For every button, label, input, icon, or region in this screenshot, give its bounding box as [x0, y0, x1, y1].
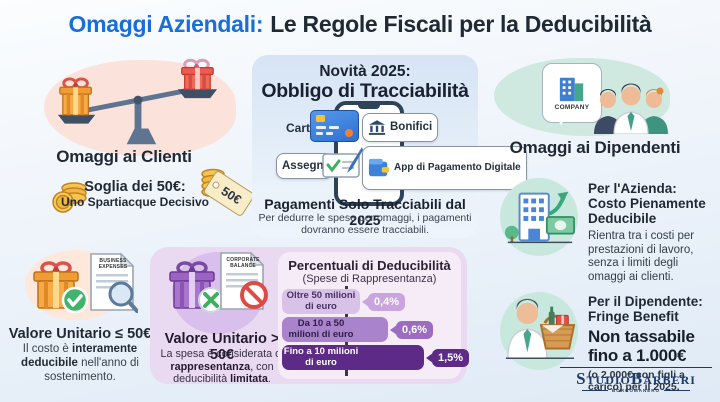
chart-subtitle: (Spese di Rappresentanza) — [302, 273, 437, 285]
under50-body: Il costo è interamente deducibile nell'a… — [21, 343, 139, 383]
over50-body: La spesa è considerata di rappresentanza… — [160, 348, 284, 386]
chart-bar: Oltre 50 milioni di euro — [282, 289, 360, 314]
logo-subtitle-row: BORGOMANERO — [560, 388, 712, 393]
chart-value-badge: 0,6% — [396, 320, 434, 339]
logo-line-right — [664, 390, 690, 391]
azienda-text-block: Per l'Azienda: Costo Pienamente Deducibi… — [588, 181, 716, 285]
chart-value-badge: 1,5% — [432, 348, 470, 367]
dipendente-text-block: Per il Dipendente: Fringe Benefit Non ta… — [588, 294, 720, 394]
logo-name: StudioBarberi — [576, 369, 696, 388]
credit-card-icon — [310, 110, 359, 142]
company-building-icon — [559, 77, 584, 102]
employees-group-icon — [594, 83, 668, 134]
threshold-subtitle: Uno Spartiacque Decisivo — [60, 195, 210, 209]
chart-bar-label: Fino a 10 milioni di euro — [283, 345, 359, 368]
studio-barberi-logo: StudioBarberi BORGOMANERO — [560, 367, 712, 393]
coins-icon — [52, 182, 87, 213]
payments-footer-text: Per dedurre le spese per omaggi, i pagam… — [258, 212, 472, 237]
over50-heading: Valore Unitario > 50€ — [164, 331, 280, 363]
threshold-block: Soglia dei 50€: Uno Spartiacque Decisivo — [60, 179, 210, 209]
chart-bar: Da 10 a 50 milioni di euro — [282, 317, 388, 342]
dipendente-note: (o 2.000€ con figli a carico) per il 202… — [588, 368, 685, 394]
method-bonifici-chip: Bonifici — [362, 113, 439, 142]
method-app-chip: App di Pagamento Digitale — [362, 146, 527, 190]
business-expenses-label: BUSINESS EXPENSES — [98, 258, 128, 271]
under50-heading: Valore Unitario ≤ 50€ — [8, 326, 152, 342]
corporate-balance-document-icon — [220, 251, 268, 310]
novita-title-line1: Novità 2025: — [319, 63, 411, 80]
logo-line-left — [582, 390, 608, 391]
chart-bar-label: Oltre 50 milioni di euro — [286, 289, 356, 312]
dipendente-big-text: Non tassabile fino a 1.000€ — [588, 327, 695, 365]
chart-bar-label: Da 10 a 50 milioni di euro — [288, 317, 354, 340]
chart-title: Percentuali di Deducibilità — [288, 258, 451, 273]
cheque-pen-icon — [322, 147, 363, 178]
company-label: COMPANY — [554, 104, 590, 111]
clients-heading: Omaggi ai Clienti — [56, 147, 192, 166]
method-carte-label: Carte — [286, 121, 317, 135]
page-title: Omaggi Aziendali: Le Regole Fiscali per l… — [0, 11, 720, 38]
gift-over-limit-icon — [169, 261, 224, 313]
corporate-balance-label: CORPORATE BALANCE — [226, 257, 260, 270]
method-bonifici-label: Bonifici — [390, 121, 433, 134]
method-app-label: App di Pagamento Digitale — [394, 161, 521, 173]
company-cost-icon — [504, 191, 575, 244]
balance-scale-gifts-icon — [57, 58, 218, 145]
gift-approved-icon — [33, 261, 88, 314]
azienda-body: Rientra tra i costi per prestazioni di l… — [588, 230, 695, 284]
title-highlight: Omaggi Aziendali: — [68, 11, 264, 37]
chart-bar: Fino a 10 milioni di euro — [282, 345, 424, 370]
threshold-title: Soglia dei 50€: — [84, 179, 186, 195]
price-tag-label: 50€ — [218, 183, 245, 207]
employee-gift-basket-icon — [505, 298, 576, 360]
employees-heading: Omaggi ai Dipendenti — [509, 138, 681, 157]
title-rest: Le Regole Fiscali per la Deducibilità — [270, 11, 652, 37]
dipendente-title: Per il Dipendente: Fringe Benefit — [588, 294, 703, 325]
azienda-title: Per l'Azienda: Costo Pienamente Deducibi… — [588, 181, 706, 227]
method-assegni-label: Assegni — [282, 159, 327, 172]
chart-value-badge: 0,4% — [368, 292, 406, 311]
digital-wallet-icon — [368, 158, 390, 177]
payments-footer-title: Pagamenti Solo Tracciabili dal 2025 — [264, 196, 466, 228]
chart-bar-row-fino10: Fino a 10 milioni di euro 1,5% — [282, 345, 470, 370]
novita-title-line2: Obbligo di Tracciabilità — [261, 80, 469, 102]
bank-icon — [368, 120, 386, 135]
logo-subtitle: BORGOMANERO — [612, 388, 660, 393]
chart-bar-row-da10a50: Da 10 a 50 milioni di euro 0,6% — [282, 317, 434, 342]
business-expenses-document-icon — [90, 252, 138, 313]
chart-bar-row-oltre50: Oltre 50 milioni di euro 0,4% — [282, 289, 406, 314]
